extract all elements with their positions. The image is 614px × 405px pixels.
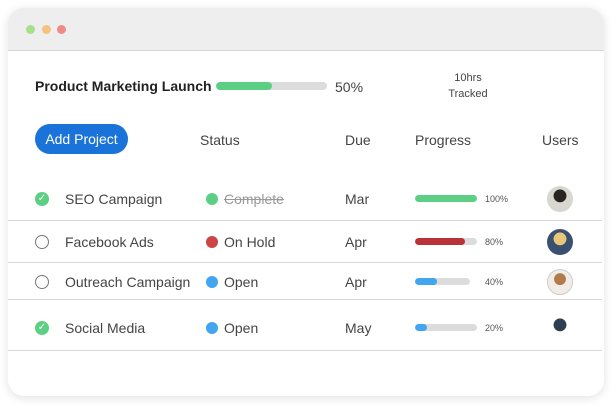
user-avatar[interactable]: [547, 186, 573, 212]
column-header-status[interactable]: Status: [200, 132, 240, 148]
row-divider: [8, 262, 602, 263]
table-row[interactable]: Outreach Campaign Open Apr 40%: [8, 8, 604, 300]
status-dot-icon: [206, 322, 218, 334]
tracked-hours: 10hrs Tracked: [428, 70, 508, 102]
status-label[interactable]: Open: [224, 274, 259, 290]
table-row[interactable]: ✓ SEO Campaign Complete Mar 100%: [8, 8, 604, 221]
project-progress-label: 50%: [335, 79, 364, 95]
project-progress-bar: [216, 82, 327, 90]
column-header-due[interactable]: Due: [345, 132, 371, 148]
tracked-hours-label: Tracked: [448, 88, 488, 100]
row-divider: [8, 220, 602, 221]
row-progress-bar: [415, 278, 470, 285]
minimize-button[interactable]: [26, 25, 35, 34]
project-name[interactable]: Outreach Campaign: [65, 274, 191, 290]
status-dot-icon: [206, 276, 218, 288]
row-progress-bar: [415, 324, 477, 331]
title-bar: [8, 8, 604, 51]
user-avatar[interactable]: [547, 269, 573, 295]
due-date: Apr: [345, 234, 367, 250]
due-date: Apr: [345, 274, 367, 290]
add-project-button[interactable]: Add Project: [35, 124, 128, 154]
status-label[interactable]: On Hold: [224, 234, 276, 250]
status-label[interactable]: Complete: [224, 191, 284, 207]
row-progress-bar: [415, 195, 477, 202]
project-name[interactable]: Facebook Ads: [65, 234, 154, 250]
project-title: Product Marketing Launch: [35, 78, 212, 94]
status-label[interactable]: Open: [224, 320, 259, 336]
row-progress-label: 80%: [485, 237, 504, 247]
user-avatar[interactable]: [547, 229, 573, 255]
table-row[interactable]: ✓ Social Media Open May 20%: [8, 8, 604, 351]
row-progress-label: 100%: [485, 194, 509, 204]
row-checkbox[interactable]: [35, 275, 49, 289]
row-checkbox[interactable]: [35, 235, 49, 249]
row-checkbox[interactable]: ✓: [35, 192, 49, 206]
app-window: Product Marketing Launch 50% 10hrs Track…: [8, 8, 604, 396]
tracked-hours-value: 10hrs: [454, 72, 482, 84]
row-progress-label: 20%: [485, 323, 504, 333]
close-button[interactable]: [57, 25, 66, 34]
project-name[interactable]: SEO Campaign: [65, 191, 163, 207]
row-checkbox[interactable]: ✓: [35, 321, 49, 335]
zoom-button[interactable]: [42, 25, 51, 34]
row-divider: [8, 299, 602, 300]
row-progress-label: 40%: [485, 277, 504, 287]
status-dot-icon: [206, 193, 218, 205]
column-header-users[interactable]: Users: [542, 132, 579, 148]
row-progress-bar: [415, 238, 477, 245]
column-header-progress[interactable]: Progress: [415, 132, 472, 148]
due-date: May: [345, 320, 372, 336]
row-divider: [8, 350, 602, 351]
status-dot-icon: [206, 236, 218, 248]
due-date: Mar: [345, 191, 370, 207]
project-name[interactable]: Social Media: [65, 320, 146, 336]
table-row[interactable]: Facebook Ads On Hold Apr 80%: [8, 8, 604, 263]
user-avatar[interactable]: [547, 315, 573, 341]
